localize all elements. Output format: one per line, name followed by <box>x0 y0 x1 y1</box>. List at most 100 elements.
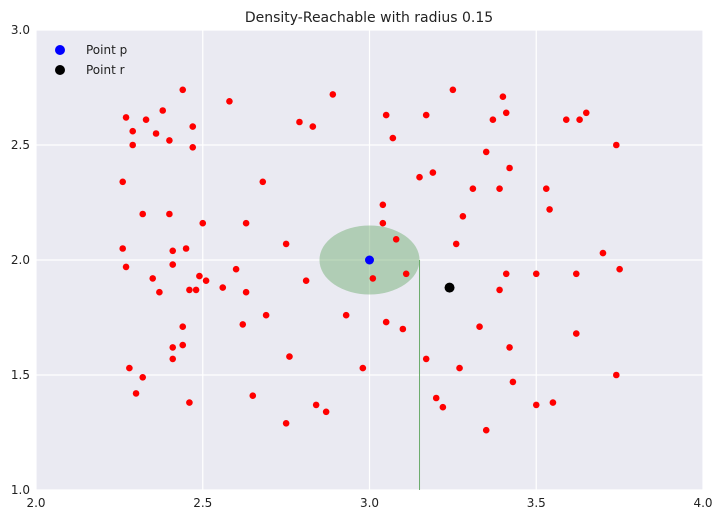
y-tick-label-2: 2.0 <box>11 253 30 267</box>
legend-label-p: Point p <box>86 43 127 57</box>
data-point-6 <box>166 137 173 144</box>
data-point-82 <box>132 390 140 397</box>
data-point-35 <box>459 213 467 220</box>
data-point-37 <box>482 148 490 156</box>
data-point-47 <box>169 261 177 268</box>
data-point-31 <box>379 201 387 209</box>
data-point-83 <box>186 399 193 406</box>
data-point-69 <box>239 321 247 328</box>
data-point-0 <box>122 114 130 121</box>
x-tick-label-3: 3.5 <box>527 496 546 510</box>
data-point-29 <box>242 219 250 227</box>
data-point-97 <box>532 401 540 409</box>
data-point-94 <box>432 394 440 402</box>
data-point-75 <box>506 344 513 351</box>
data-point-48 <box>182 245 190 252</box>
data-point-3 <box>142 116 150 123</box>
data-point-80 <box>126 364 133 372</box>
data-point-26 <box>139 210 147 218</box>
data-point-52 <box>202 277 210 285</box>
data-point-39 <box>506 164 513 172</box>
chart-title: Density-Reachable with radius 0.15 <box>245 10 493 26</box>
data-point-44 <box>149 275 157 282</box>
data-point-45 <box>156 288 163 296</box>
data-point-8 <box>189 123 197 130</box>
data-point-90 <box>612 371 620 379</box>
data-point-15 <box>389 134 397 142</box>
y-tick-label-1: 1.5 <box>11 368 30 382</box>
y-tick-label-4: 3.0 <box>11 23 30 37</box>
data-point-86 <box>359 364 367 372</box>
data-point-36 <box>469 185 477 192</box>
data-point-63 <box>502 270 510 278</box>
data-point-53 <box>219 284 227 291</box>
data-point-85 <box>286 353 293 360</box>
x-tick-labels: 2.0 2.5 3.0 3.5 4.0 <box>26 496 712 510</box>
data-point-16 <box>422 111 430 119</box>
x-tick-label-1: 2.5 <box>193 496 212 510</box>
data-point-9 <box>189 144 197 151</box>
highlight-points <box>365 255 455 293</box>
data-point-60 <box>402 270 410 278</box>
data-point-92 <box>312 401 320 409</box>
legend-marker-p <box>55 45 65 55</box>
data-point-28 <box>199 219 207 227</box>
data-point-71 <box>342 311 350 319</box>
x-tick-label-4: 4.0 <box>693 496 712 510</box>
data-point-2 <box>129 141 137 149</box>
data-point-12 <box>309 123 317 130</box>
data-point-32 <box>379 219 387 227</box>
data-point-30 <box>259 178 267 186</box>
x-tick-label-2: 3.0 <box>360 496 379 510</box>
data-point-42 <box>119 245 127 252</box>
data-point-4 <box>152 130 160 137</box>
legend-marker-r <box>55 65 65 75</box>
data-point-51 <box>196 272 203 280</box>
data-point-58 <box>369 275 377 282</box>
data-point-43 <box>122 263 130 271</box>
y-tick-label-0: 1.0 <box>11 483 30 497</box>
data-point-78 <box>179 341 187 349</box>
data-point-87 <box>422 355 430 363</box>
data-point-88 <box>456 364 463 372</box>
y-tick-labels: 1.0 1.5 2.0 2.5 3.0 <box>11 23 30 497</box>
data-point-84 <box>249 392 257 400</box>
data-point-34 <box>429 169 437 176</box>
data-point-14 <box>382 111 390 119</box>
data-point-49 <box>186 286 193 294</box>
data-point-65 <box>572 270 580 278</box>
data-point-7 <box>179 86 187 94</box>
data-point-10 <box>226 98 233 105</box>
data-point-76 <box>572 330 580 337</box>
data-point-55 <box>242 288 250 296</box>
point-r <box>444 282 455 293</box>
data-point-98 <box>549 399 557 406</box>
data-point-21 <box>562 116 570 123</box>
data-point-20 <box>502 109 510 117</box>
data-point-61 <box>452 240 460 248</box>
data-point-54 <box>232 265 240 273</box>
data-point-11 <box>296 118 303 126</box>
data-point-72 <box>382 318 390 326</box>
point-p <box>365 255 374 265</box>
data-point-81 <box>139 374 147 381</box>
data-point-93 <box>322 408 330 416</box>
data-point-64 <box>532 270 540 278</box>
data-point-1 <box>129 127 137 135</box>
data-point-68 <box>179 323 187 331</box>
legend: Point p Point r <box>55 43 127 77</box>
data-point-22 <box>576 116 583 123</box>
data-point-67 <box>616 265 623 273</box>
data-point-40 <box>542 185 550 192</box>
data-point-91 <box>282 420 290 427</box>
legend-label-r: Point r <box>86 63 125 77</box>
data-point-70 <box>262 311 270 319</box>
data-point-62 <box>496 286 503 294</box>
data-point-46 <box>169 247 177 255</box>
data-point-33 <box>416 173 423 181</box>
data-points <box>119 86 623 434</box>
data-point-59 <box>392 236 400 243</box>
y-tick-label-3: 2.5 <box>11 138 30 152</box>
data-point-27 <box>166 210 173 218</box>
